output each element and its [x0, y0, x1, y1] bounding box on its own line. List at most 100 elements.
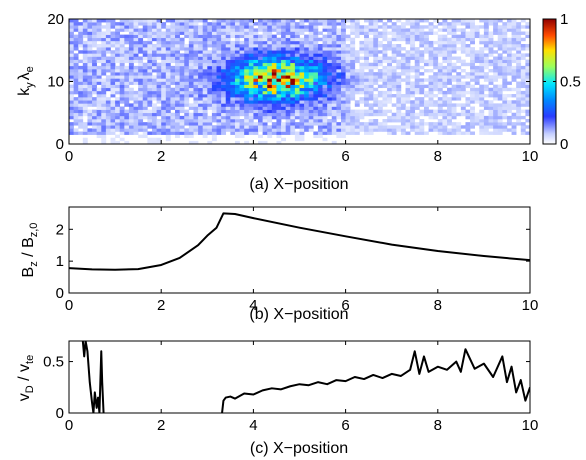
heatmap-cell: [124, 131, 130, 135]
heatmap-cell: [391, 75, 397, 79]
heatmap-cell: [147, 84, 153, 89]
heatmap-cell: [239, 97, 245, 101]
heatmap-cell: [281, 128, 286, 132]
heatmap-cell: [96, 125, 102, 129]
heatmap-cell: [211, 137, 217, 142]
heatmap-cell: [313, 65, 319, 70]
heatmap-cell: [327, 112, 333, 117]
heatmap-cell: [105, 112, 111, 117]
heatmap-cell: [78, 59, 84, 64]
heatmap-cell: [69, 37, 74, 42]
heatmap-cell: [239, 131, 245, 135]
heatmap-cell: [92, 122, 97, 126]
heatmap-cell: [230, 109, 236, 114]
heatmap-cell: [73, 97, 79, 101]
heatmap-cell: [193, 34, 199, 39]
heatmap-cell: [345, 59, 351, 64]
heatmap-cell: [410, 44, 416, 48]
heatmap-cell: [156, 106, 162, 110]
heatmap-cell: [239, 125, 245, 129]
heatmap-cell: [262, 47, 268, 51]
heatmap-cell: [188, 25, 194, 29]
heatmap-cell: [313, 19, 319, 23]
heatmap-cell: [456, 128, 462, 132]
heatmap-cell: [331, 131, 337, 135]
heatmap-cell: [262, 62, 268, 67]
heatmap-cell: [299, 59, 305, 64]
heatmap-cell: [253, 115, 259, 120]
heatmap-cell: [96, 50, 102, 54]
heatmap-cell: [87, 78, 93, 82]
heatmap-cell: [423, 69, 429, 73]
heatmap-cell: [317, 87, 323, 92]
heatmap-cell: [396, 103, 402, 107]
heatmap-cell: [82, 22, 88, 26]
heatmap-cell: [281, 22, 286, 26]
heatmap-cell: [410, 87, 416, 92]
heatmap-cell: [156, 22, 162, 26]
heatmap-cell: [488, 125, 494, 129]
heatmap-cell: [345, 19, 351, 23]
heatmap-cell: [101, 122, 107, 126]
heatmap-cell: [405, 31, 411, 35]
heatmap-cell: [87, 65, 93, 70]
x-tick-label: 4: [249, 417, 257, 434]
heatmap-cell: [151, 97, 157, 101]
heatmap-cell: [267, 128, 273, 132]
heatmap-cell: [221, 84, 227, 89]
heatmap-cell: [317, 125, 323, 129]
heatmap-cell: [101, 100, 107, 104]
heatmap-cell: [179, 72, 185, 76]
heatmap-cell: [304, 115, 310, 120]
heatmap-cell: [382, 78, 388, 82]
heatmap-cell: [483, 37, 489, 42]
heatmap-cell: [470, 37, 475, 42]
heatmap-cell: [465, 100, 471, 104]
heatmap-cell: [156, 37, 162, 42]
heatmap-cell: [248, 22, 254, 26]
heatmap-cell: [207, 34, 213, 39]
heatmap-cell: [179, 22, 185, 26]
heatmap-cell: [175, 62, 180, 67]
heatmap-cell: [387, 81, 392, 85]
heatmap-cell: [322, 137, 328, 142]
heatmap-cell: [193, 37, 199, 42]
heatmap-cell: [128, 97, 134, 101]
heatmap-cell: [340, 22, 346, 26]
heatmap-cell: [322, 87, 328, 92]
heatmap-cell: [165, 90, 171, 95]
heatmap-cell: [451, 103, 457, 107]
heatmap-cell: [124, 84, 130, 89]
heatmap-cell: [115, 84, 121, 89]
heatmap-cell: [359, 78, 365, 82]
heatmap-cell: [516, 94, 522, 98]
heatmap-cell: [410, 56, 416, 60]
heatmap-cell: [124, 97, 130, 101]
heatmap-cell: [290, 87, 296, 92]
heatmap-cell: [391, 34, 397, 39]
heatmap-cell: [258, 140, 263, 145]
heatmap-cell: [520, 37, 526, 42]
heatmap-cell: [221, 90, 227, 95]
heatmap-cell: [262, 140, 268, 145]
heatmap-cell: [497, 40, 503, 45]
heatmap-cell: [156, 53, 162, 57]
heatmap-cell: [207, 90, 213, 95]
heatmap-cell: [193, 119, 199, 123]
heatmap-cell: [69, 50, 74, 54]
heatmap-cell: [198, 47, 203, 51]
heatmap-cell: [244, 31, 250, 35]
heatmap-cell: [202, 37, 208, 42]
heatmap-cell: [101, 19, 107, 23]
heatmap-cell: [170, 90, 176, 95]
heatmap-cell: [156, 34, 162, 39]
heatmap-cell: [110, 103, 116, 107]
heatmap-cell: [82, 94, 88, 98]
heatmap-cell: [396, 90, 402, 95]
heatmap-cell: [258, 128, 263, 132]
heatmap-cell: [96, 59, 102, 64]
heatmap-cell: [502, 72, 508, 76]
heatmap-cell: [73, 22, 79, 26]
heatmap-cell: [161, 53, 167, 57]
heatmap-cell: [193, 115, 199, 120]
